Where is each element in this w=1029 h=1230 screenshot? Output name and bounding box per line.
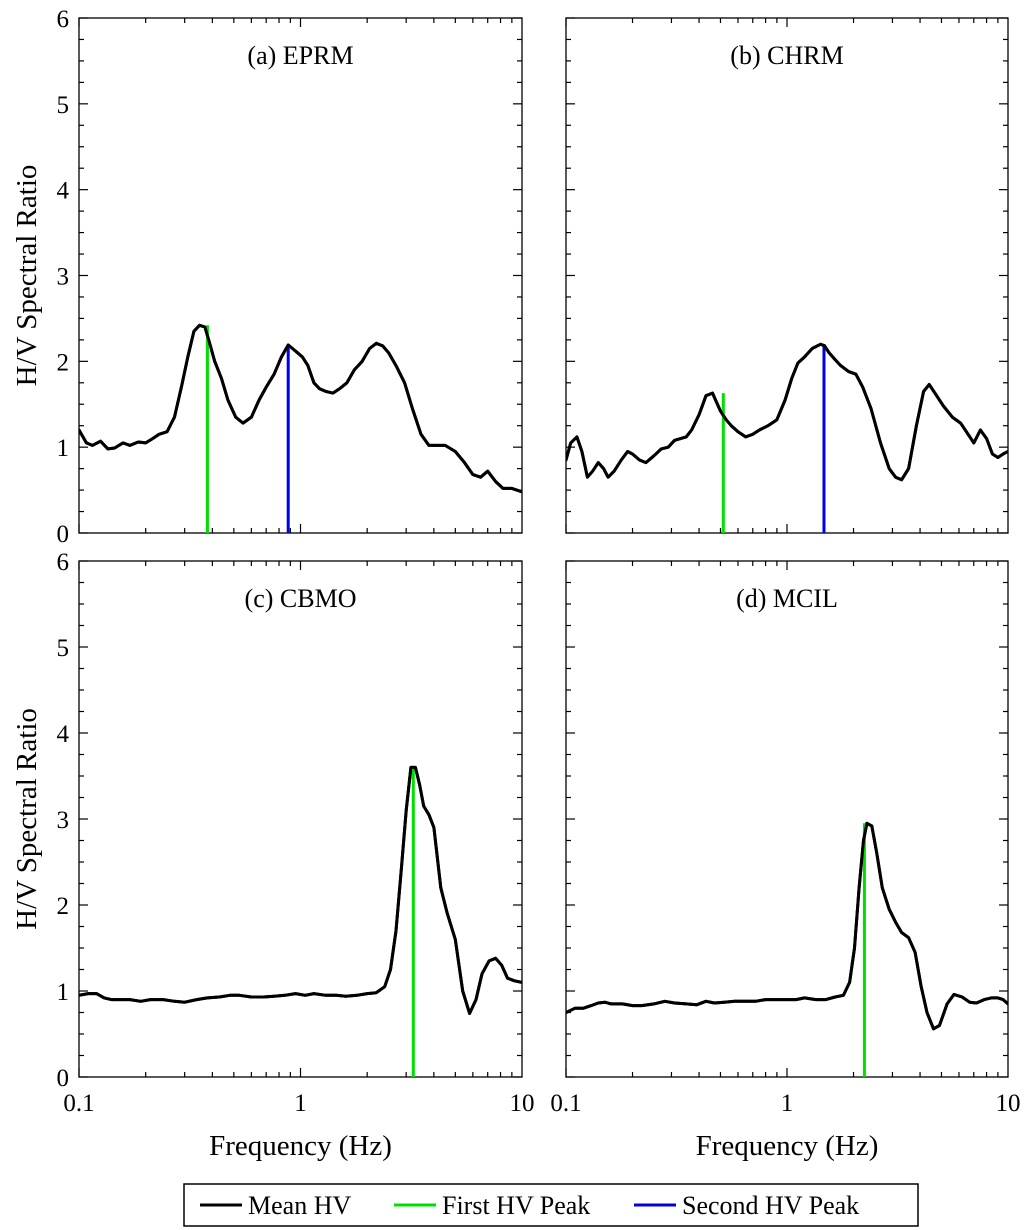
legend-label-mean-hv: Mean HV — [248, 1191, 351, 1220]
panel-a-ytick-label: 6 — [57, 6, 70, 33]
panel-d-mean-hv-line — [566, 821, 1008, 1031]
panel-a-ylabel: H/V Spectral Ratio — [11, 165, 43, 387]
panel-d-title: (d) MCIL — [736, 584, 838, 613]
panel-d-xlabel: Frequency (Hz) — [696, 1130, 879, 1162]
panel-a-ytick-label: 2 — [57, 349, 70, 376]
panel-d: 0.1 1 10 Frequency (Hz) (d) MCIL — [550, 560, 1021, 1162]
panel-a-mean-hv-line-top — [79, 323, 522, 494]
legend-label-second-peak: Second HV Peak — [682, 1191, 859, 1220]
panel-c-ytick-label: 6 — [57, 549, 70, 576]
panel-a-series — [79, 323, 522, 533]
panel-c-ytick-label: 2 — [57, 893, 70, 920]
panel-d-mean-hv-line-top — [566, 821, 1008, 1031]
panel-a-mean-hv-line — [79, 323, 522, 494]
panel-a-ytick-label: 0 — [57, 521, 70, 548]
legend-label-first-peak: First HV Peak — [442, 1191, 590, 1220]
panel-b-mean-hv-line-top — [566, 342, 1008, 482]
panel-b-mean-hv-line — [566, 342, 1008, 482]
panel-a-ytick-label: 3 — [57, 264, 70, 291]
panel-b: (b) CHRM — [565, 17, 1009, 534]
legend-box — [183, 1183, 919, 1227]
panel-c-xtick-label: 0.1 — [63, 1090, 94, 1117]
panel-c-series — [79, 765, 522, 1077]
panel-c-title: (c) CBMO — [245, 584, 357, 613]
panels: 0 1 2 3 4 5 6 H/V Spectral Ratio (a) EPRM (b) CHR… — [11, 6, 1021, 1162]
panel-b-title: (b) CHRM — [730, 41, 843, 70]
legend: Mean HV First HV Peak Second HV Peak — [183, 1183, 919, 1227]
panel-c-ytick-label: 1 — [57, 979, 70, 1006]
panel-a-ytick-label: 1 — [57, 435, 70, 462]
panel-c: 0 1 2 3 4 5 6 0.1 1 10 H/V Spectral Ratio Frequency… — [11, 549, 535, 1162]
panel-a-ytick-label: 5 — [57, 92, 70, 119]
panel-d-xtick-label: 0.1 — [550, 1090, 581, 1117]
panel-c-mean-hv-line — [79, 765, 522, 1015]
panel-a-title: (a) EPRM — [247, 41, 353, 70]
panel-c-xtick-label: 10 — [510, 1090, 535, 1117]
panel-c-ytick-label: 3 — [57, 807, 70, 834]
panel-c-mean-hv-line-top — [79, 765, 522, 1015]
panel-a-frame — [78, 17, 523, 534]
panel-c-ytick-label: 0 — [57, 1065, 70, 1092]
panel-a-ytick-label: 4 — [57, 178, 70, 205]
panel-c-xlabel: Frequency (Hz) — [209, 1130, 392, 1162]
panel-d-xtick-label: 1 — [781, 1090, 794, 1117]
panel-d-xtick-label: 10 — [996, 1090, 1021, 1117]
panel-a: 0 1 2 3 4 5 6 H/V Spectral Ratio (a) EPRM — [11, 6, 523, 548]
panel-c-ytick-label: 5 — [57, 635, 70, 662]
panel-b-series — [566, 342, 1008, 533]
panel-c-ytick-label: 4 — [57, 721, 70, 748]
panel-c-ylabel: H/V Spectral Ratio — [11, 708, 43, 930]
panel-c-xtick-label: 1 — [294, 1090, 307, 1117]
panel-d-series — [566, 821, 1008, 1077]
